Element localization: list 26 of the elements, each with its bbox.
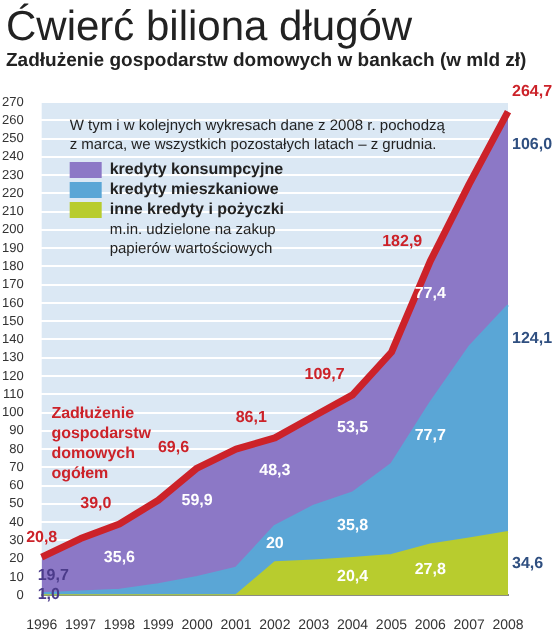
data-label: 20,4: [336, 566, 370, 585]
data-label: 59,9: [181, 490, 214, 509]
data-label: 1,0: [37, 584, 62, 603]
data-label: 77,7: [414, 425, 447, 444]
data-label: 35,8: [336, 515, 370, 534]
data-label: 124,1: [512, 328, 554, 347]
data-label: 182,9: [382, 231, 424, 250]
data-label: 34,6: [512, 554, 545, 572]
data-label: 39,0: [80, 494, 113, 513]
data-label: 264,7: [512, 82, 554, 101]
data-label: 109,7: [304, 365, 346, 384]
legend-label: inne kredyty i pożyczki: [109, 200, 284, 219]
data-label: 20,8: [26, 527, 59, 546]
data-label: 69,6: [157, 438, 191, 457]
series-label: Zadłużenie gospodarstw domowych ogółem: [51, 403, 153, 482]
data-label: 48,3: [259, 460, 292, 479]
data-label: 86,1: [235, 408, 268, 427]
data-label: 106,0: [512, 134, 554, 153]
legend-label: kredyty mieszkaniowe: [109, 180, 280, 199]
chart-title: Ćwierć biliona długów: [6, 4, 415, 50]
legend-label: kredyty konsumpcyjne: [109, 160, 285, 179]
data-label: 27,8: [414, 560, 447, 579]
data-label: 35,6: [103, 547, 137, 566]
data-label: 53,5: [336, 418, 370, 437]
data-label: 20: [265, 534, 285, 553]
chart-subtitle: Zadłużenie gospodarstw domowych w bankach (w mld zł): [6, 50, 529, 74]
